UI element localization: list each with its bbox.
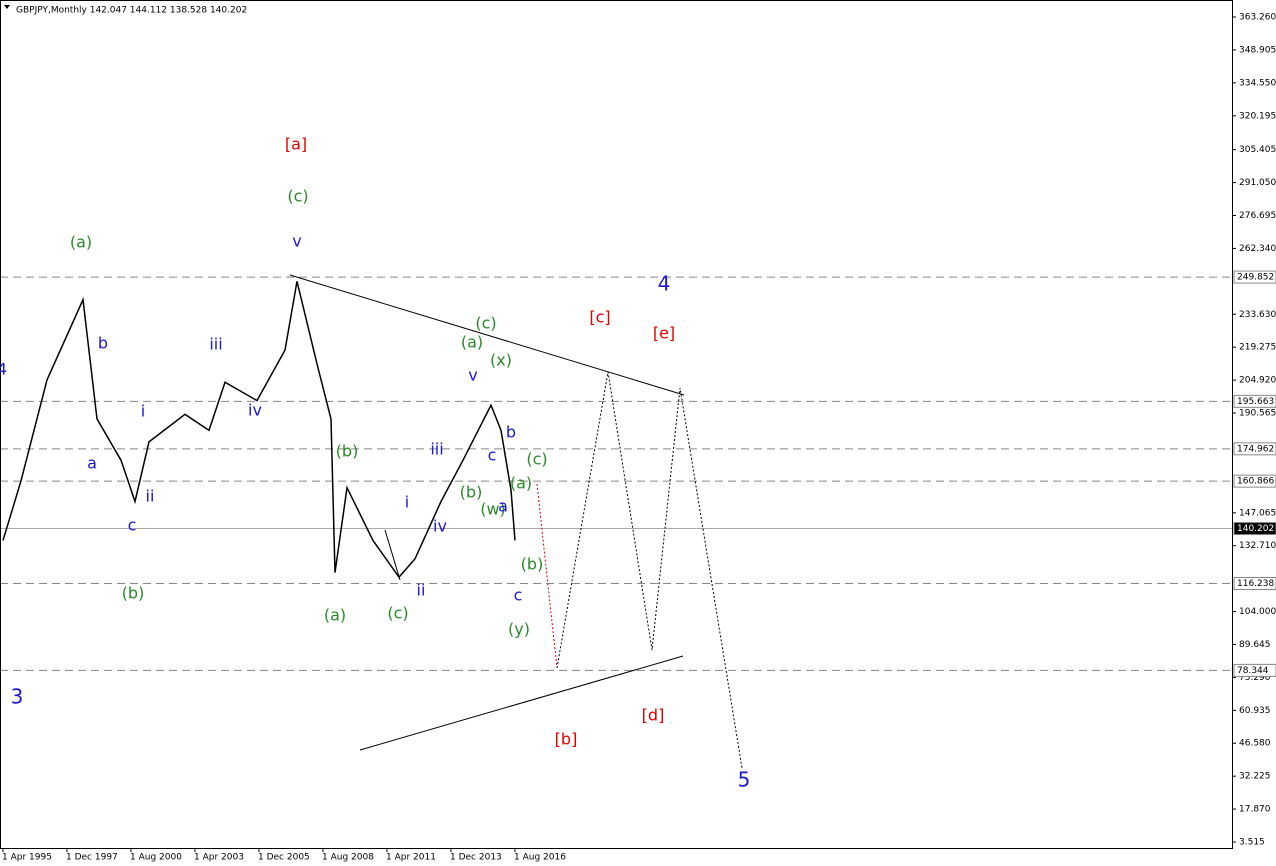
y-tick-label: 233.630 <box>1239 310 1276 320</box>
wave-label: (a) <box>461 333 483 352</box>
y-tick-label: 276.695 <box>1239 211 1276 221</box>
wave-label: [a] <box>285 135 307 154</box>
y-tick-label: 204.920 <box>1239 376 1276 386</box>
wave-label: (b) <box>521 555 544 574</box>
level-label: 249.852 <box>1237 273 1274 283</box>
wave-label: v <box>468 366 477 385</box>
y-tick-label: 147.065 <box>1239 508 1276 518</box>
y-tick-label: 32.225 <box>1239 772 1271 782</box>
wave-label: (x) <box>490 351 512 370</box>
wave-label: [c] <box>589 308 610 327</box>
y-tick-label: 46.580 <box>1239 739 1271 749</box>
wave-label: iv <box>433 517 447 536</box>
wave-label: (c) <box>526 450 547 469</box>
x-tick-label: 1 Dec 1997 <box>66 853 118 863</box>
level-label: 160.866 <box>1237 477 1274 487</box>
x-tick-label: 1 Aug 2000 <box>130 853 182 863</box>
wave-label: i <box>141 402 145 421</box>
menu-arrow[interactable] <box>4 5 10 9</box>
wave-label: [d] <box>642 706 665 725</box>
wave-label: (b) <box>122 584 145 603</box>
wave-label: [b] <box>555 730 578 749</box>
wave-label: [e] <box>653 324 675 343</box>
wave-label: c <box>128 516 137 535</box>
y-tick-label: 190.565 <box>1239 409 1276 419</box>
level-box <box>1233 522 1276 536</box>
x-tick-label: 1 Dec 2005 <box>258 853 310 863</box>
level-box <box>1233 394 1276 408</box>
y-tick-label: 348.905 <box>1239 45 1276 55</box>
wave-label: (c) <box>387 604 408 623</box>
x-tick-label: 1 Aug 2008 <box>322 853 374 863</box>
x-tick-label: 1 Apr 2011 <box>386 853 436 863</box>
wave-label: (a) <box>324 606 346 625</box>
wave-label: (c) <box>287 187 308 206</box>
projection <box>536 483 558 669</box>
x-tick-label: 1 Apr 1995 <box>2 853 52 863</box>
y-tick-label: 132.710 <box>1239 541 1276 551</box>
wave-label: (a) <box>510 474 532 493</box>
y-tick-label: 334.550 <box>1239 78 1276 88</box>
wave-label: c <box>488 446 497 465</box>
level-label: 116.238 <box>1237 579 1274 589</box>
y-tick-label: 320.195 <box>1239 111 1276 121</box>
level-box <box>1233 474 1276 488</box>
x-tick-label: 1 Dec 2013 <box>450 853 502 863</box>
wave-label: v <box>292 232 301 251</box>
trendline <box>384 529 401 581</box>
y-tick-label: 262.340 <box>1239 244 1276 254</box>
y-tick-label: 17.870 <box>1239 805 1271 815</box>
level-label: 140.202 <box>1237 524 1274 534</box>
wave-label: (b) <box>336 442 359 461</box>
wave-label: ii <box>417 581 426 600</box>
trendline <box>289 274 685 396</box>
y-tick-label: 291.050 <box>1239 178 1276 188</box>
wave-label: c <box>514 586 523 605</box>
y-tick-label: 104.000 <box>1239 607 1276 617</box>
wave-label: iii <box>209 335 222 354</box>
level-box <box>1233 270 1276 284</box>
trendline <box>359 655 684 751</box>
y-tick-label: 3.515 <box>1239 838 1265 848</box>
y-tick-label: 305.405 <box>1239 145 1276 155</box>
wave-label: b <box>98 334 108 353</box>
wave-label: (c) <box>475 314 496 333</box>
wave-label: ii <box>146 487 155 506</box>
y-tick-label: 60.935 <box>1239 706 1271 716</box>
level-box <box>1233 663 1276 677</box>
wave-label: iii <box>430 440 443 459</box>
wave-label: a <box>87 454 97 473</box>
wave-label: 4 <box>658 272 671 296</box>
chart-header: GBPJPY,Monthly 142.047 144.112 138.528 1… <box>16 6 247 16</box>
wave-label: iv <box>248 401 262 420</box>
wave-label: b <box>506 423 516 442</box>
wave-label: (b) <box>460 483 483 502</box>
wave-label: (y) <box>508 620 530 639</box>
wave-label: 3 <box>11 685 24 709</box>
y-tick-label: 363.260 <box>1239 12 1276 22</box>
x-tick-label: 1 Aug 2016 <box>514 853 566 863</box>
y-tick-label: 219.275 <box>1239 343 1276 353</box>
wave-label: (a) <box>70 233 92 252</box>
x-tick-label: 1 Apr 2003 <box>194 853 244 863</box>
level-label: 174.962 <box>1237 444 1274 454</box>
level-box <box>1233 442 1276 456</box>
price-line <box>2 281 516 579</box>
plot-frame <box>0 0 1233 849</box>
wave-label: i <box>405 493 409 512</box>
y-tick-label: 75.290 <box>1239 673 1271 683</box>
level-label: 78.344 <box>1237 666 1269 676</box>
wave-label: 4 <box>0 360 7 379</box>
wave-label: (w) <box>480 500 506 519</box>
wave-label: a <box>498 497 508 516</box>
projection <box>556 371 743 769</box>
plot <box>0 276 1232 671</box>
level-label: 195.663 <box>1237 397 1274 407</box>
level-box <box>1233 576 1276 590</box>
y-tick-label: 89.645 <box>1239 640 1271 650</box>
wave-label: 5 <box>738 768 751 792</box>
